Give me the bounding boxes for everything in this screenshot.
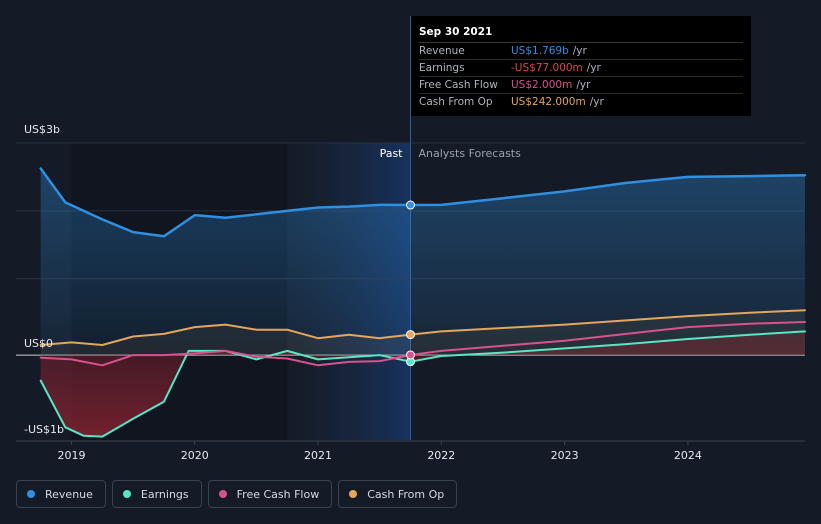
tooltip-row-free-cash-flow: Free Cash Flow US$2.000m /yr: [419, 77, 743, 94]
past-label: Past: [380, 147, 404, 160]
tooltip-unit: /yr: [576, 79, 591, 91]
tooltip-label: Earnings: [419, 62, 465, 74]
tooltip-label: Free Cash Flow: [419, 79, 498, 91]
legend-item-earnings[interactable]: Earnings: [111, 480, 202, 508]
free-cash-flow-line: [39, 321, 806, 367]
x-tick-label: 2019: [57, 449, 85, 462]
data-tooltip: Sep 30 2021 Revenue US$1.769b /yr Earnin…: [411, 16, 751, 116]
legend-label: Free Cash Flow: [236, 487, 320, 501]
legend-item-free-cash-flow[interactable]: Free Cash Flow: [207, 480, 333, 508]
revenue-marker: [406, 200, 415, 210]
legend-item-cash-from-op[interactable]: Cash From Op: [338, 480, 458, 508]
y-axis-label: -US$1b: [24, 423, 64, 436]
tooltip-row-cash-from-op: Cash From Op US$242.000m /yr: [419, 94, 743, 110]
forecast-label: Analysts Forecasts: [419, 147, 522, 160]
tooltip-row-revenue: Revenue US$1.769b /yr: [419, 43, 743, 60]
x-tick-label: 2021: [304, 449, 332, 462]
x-tick-label: 2020: [181, 449, 209, 462]
free-cash-flow-marker: [406, 350, 415, 360]
legend-label: Revenue: [45, 487, 93, 501]
x-tick-label: 2022: [427, 449, 455, 462]
cash-from-op-marker: [406, 330, 415, 340]
tooltip-unit: /yr: [589, 96, 604, 108]
tooltip-value: US$242.000m: [511, 96, 586, 108]
tooltip-label: Revenue: [419, 45, 465, 57]
tooltip-unit: /yr: [572, 45, 587, 57]
tooltip-value: US$1.769b: [511, 45, 569, 57]
legend-label: Earnings: [140, 487, 189, 501]
legend-dot-icon: [27, 490, 35, 498]
legend-item-revenue[interactable]: Revenue: [16, 480, 106, 508]
tooltip-row-earnings: Earnings -US$77.000m /yr: [419, 60, 743, 77]
chart-legend: Revenue Earnings Free Cash Flow Cash Fro…: [16, 480, 458, 508]
x-tick-label: 2024: [674, 449, 702, 462]
earnings-line: [39, 330, 806, 438]
legend-dot-icon: [122, 490, 131, 498]
y-axis-label: US$0: [24, 337, 53, 350]
earnings-area: [40, 331, 805, 437]
revenue-line: [39, 167, 807, 238]
tooltip-value: US$2.000m: [511, 79, 573, 91]
cash-from-op-line: [39, 309, 806, 346]
y-axis-label: US$3b: [24, 123, 60, 136]
legend-dot-icon: [218, 490, 227, 498]
legend-dot-icon: [349, 490, 358, 498]
tooltip-label: Cash From Op: [419, 96, 493, 108]
legend-label: Cash From Op: [367, 487, 445, 501]
tooltip-date: Sep 30 2021: [419, 24, 743, 43]
tooltip-unit: /yr: [586, 62, 601, 74]
x-tick-label: 2023: [551, 449, 579, 462]
tooltip-value: -US$77.000m: [511, 62, 583, 74]
revenue-area: [40, 168, 805, 356]
